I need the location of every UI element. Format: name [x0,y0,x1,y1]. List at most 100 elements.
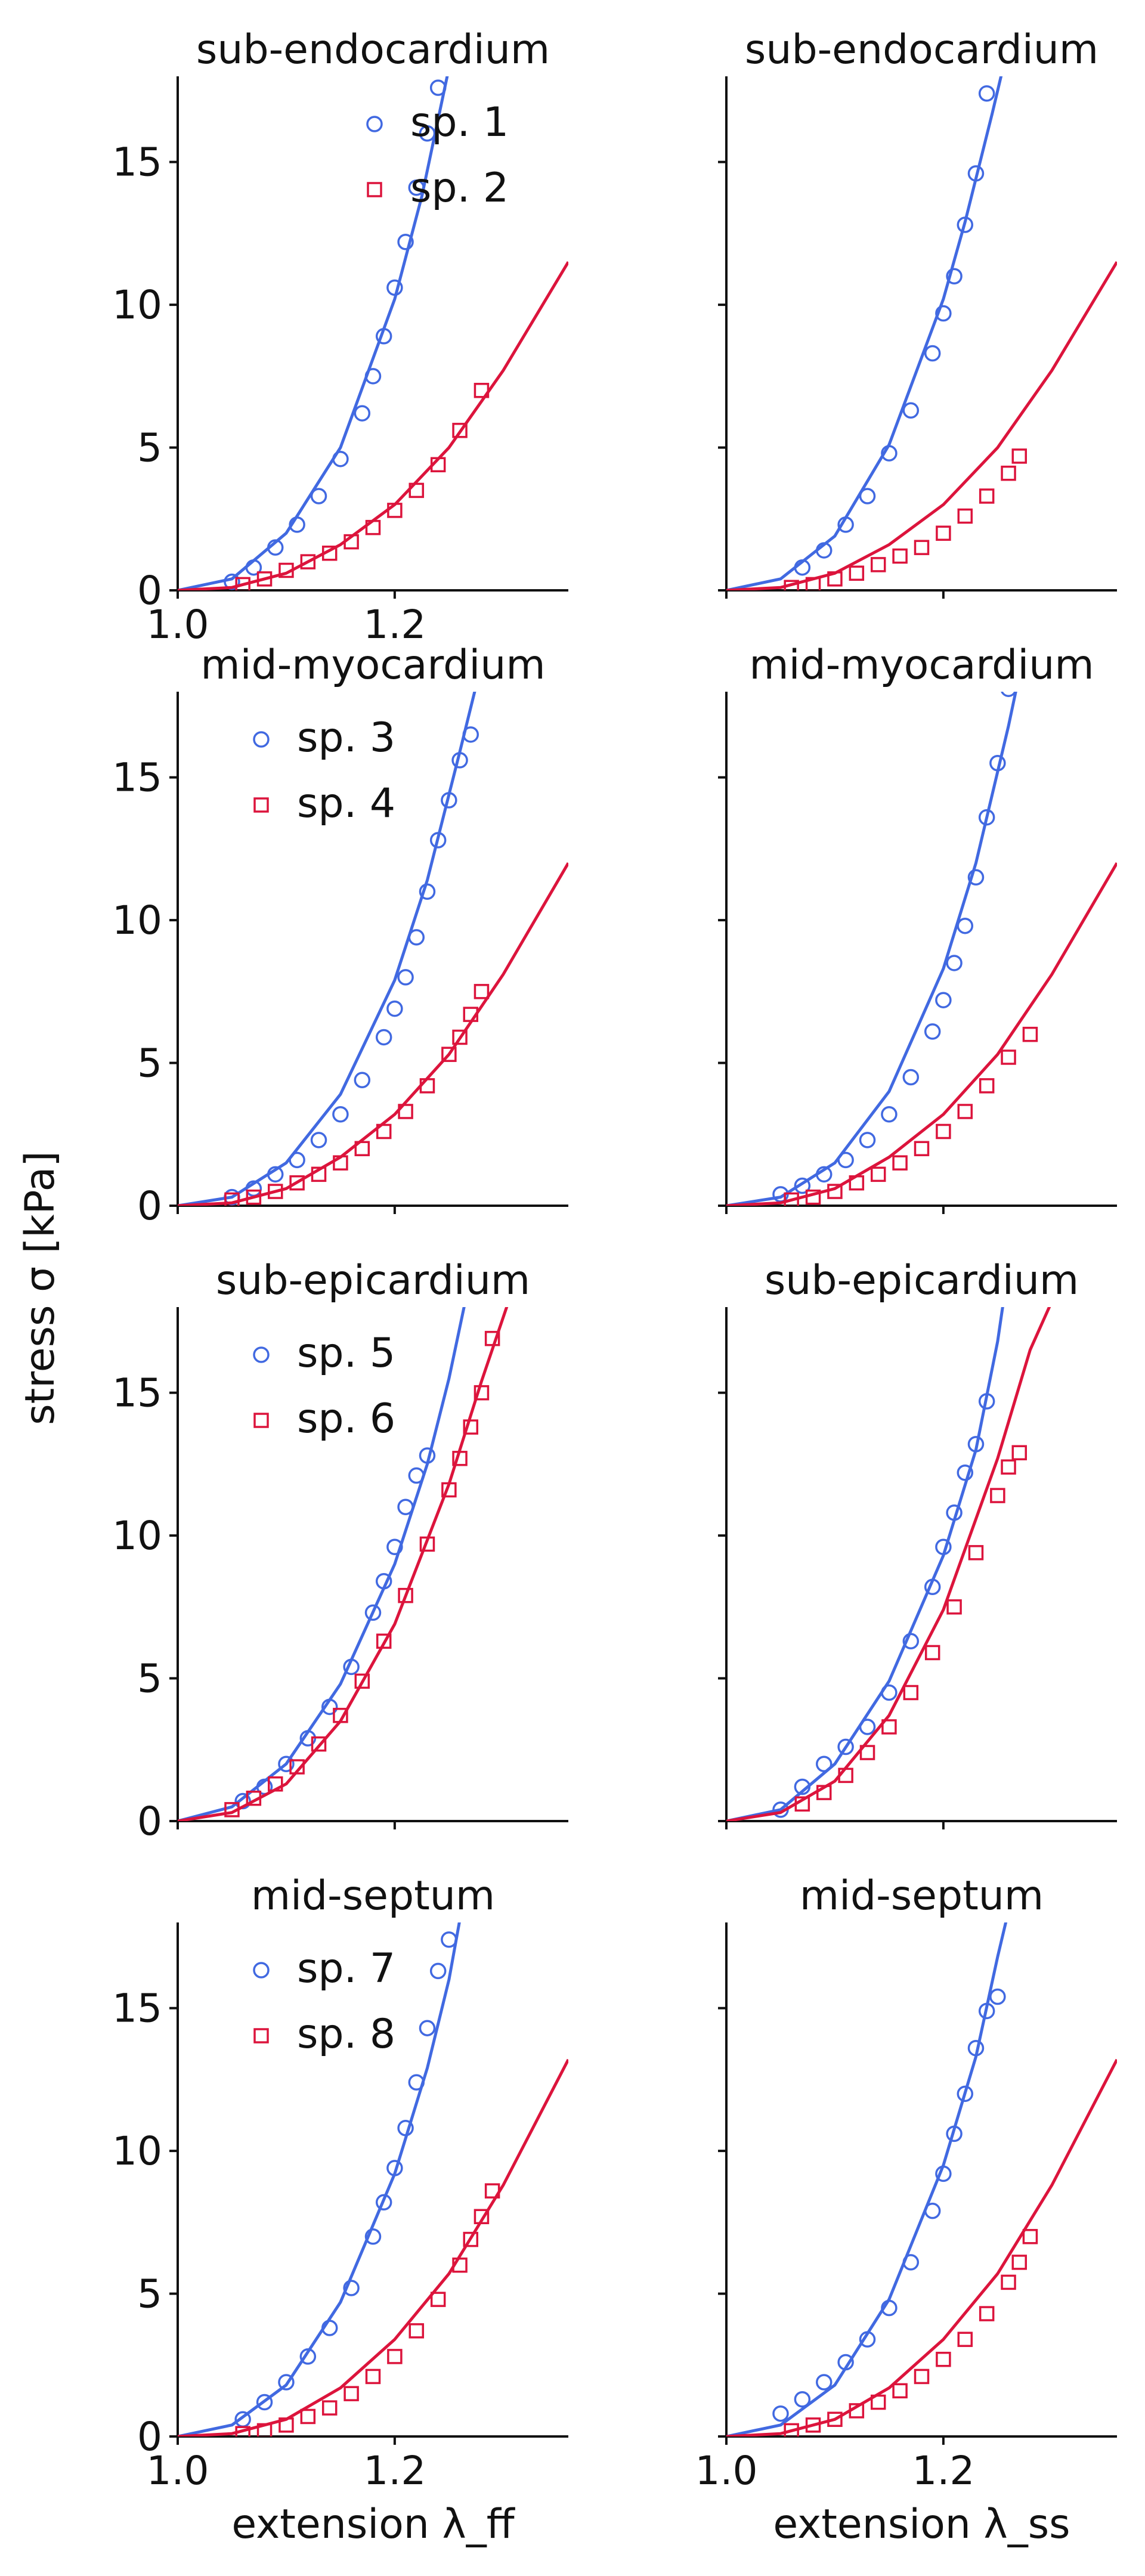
chart-panel-6: sub-epicardium [718,1257,1117,1829]
y-tick-label: 0 [137,1798,162,1844]
data-point-series-2 [979,2306,995,2321]
chart-panel-5: sub-epicardium 0 5 10 15 sp. 5 sp. 6 [112,1257,568,1844]
fit-line-series-1 [726,76,1003,590]
x-axis-label: extension λ_ss [773,2501,1070,2548]
data-point-series-2 [1001,1459,1016,1475]
data-point-series-2 [246,1189,262,1205]
data-point-series-2 [903,1685,919,1701]
data-point-series-2 [224,1802,240,1818]
y-tick-label: 5 [137,425,162,471]
data-point-series-2 [452,1029,468,1045]
data-point-series-1 [957,1465,974,1481]
fit-line-series-1 [726,692,1017,1206]
y-tick-label: 10 [112,2128,162,2174]
data-point-series-1 [289,516,305,533]
fit-line-series-2 [726,862,1117,1206]
data-point-series-2 [979,1078,995,1094]
data-point-series-1 [462,726,479,743]
data-point-series-1 [267,539,284,556]
y-tick-label: 5 [137,2271,162,2317]
data-point-series-2 [1011,448,1027,464]
data-point-series-1 [397,969,414,986]
data-point-series-2 [452,423,468,438]
data-point-series-1 [419,883,436,900]
data-point-series-1 [837,1151,854,1169]
legend-label-1: sp. 5 [297,1330,395,1377]
data-point-series-2 [805,577,821,590]
data-point-series-2 [278,562,294,578]
data-point-series-1 [429,832,447,849]
data-point-series-2 [838,1767,853,1784]
data-point-series-2 [333,1155,348,1171]
data-point-series-1 [935,2165,952,2182]
panel-title: mid-myocardium [200,642,545,689]
data-point-series-2 [376,1123,392,1140]
legend-marker-1 [253,1962,270,1979]
data-point-series-1 [935,1538,952,1556]
panel-title: sub-endocardium [745,26,1098,73]
data-point-series-1 [386,279,403,296]
data-point-series-1 [837,516,854,533]
data-point-series-2 [946,1599,962,1615]
data-point-series-1 [967,869,985,886]
data-point-series-1 [321,2320,338,2336]
panel-title: mid-septum [800,1872,1044,1919]
data-point-series-2 [387,2349,403,2364]
data-point-series-2 [474,2209,490,2225]
legend-label-1: sp. 1 [410,99,509,146]
data-point-series-1 [978,1393,995,1410]
data-point-series-1 [321,1698,338,1716]
data-point-series-2 [794,1796,810,1812]
legend-label-1: sp. 7 [297,1945,395,1992]
legend-marker-1 [253,731,270,748]
data-point-series-1 [794,559,811,576]
data-point-series-2 [311,1736,327,1752]
y-tick-label: 10 [112,1513,162,1559]
chart-panel-2: sub-endocardium [718,26,1117,599]
data-point-series-1 [859,1132,876,1148]
data-point-series-2 [990,1488,1005,1503]
data-point-series-1 [375,1029,392,1046]
data-point-series-2 [1011,1445,1027,1460]
legend-marker-1 [366,116,383,132]
fit-line-series-1 [178,1922,461,2436]
data-point-series-1 [245,559,262,576]
data-point-series-1 [859,1719,876,1735]
fit-line-series-1 [178,1307,466,1821]
data-point-series-1 [816,2374,833,2391]
legend-marker-1 [253,1346,270,1363]
fit-line-series-2 [726,261,1117,590]
data-point-series-1 [375,1572,392,1590]
panel-title: mid-septum [251,1872,495,1919]
data-point-series-2 [936,525,951,541]
data-point-series-2 [474,383,490,398]
data-point-series-2 [805,2417,821,2433]
data-point-series-2 [1011,2255,1027,2270]
data-point-series-2 [321,2400,338,2416]
data-point-series-2 [463,2231,478,2247]
data-point-series-2 [430,457,446,473]
plot-area [726,1922,1117,2436]
plot-area [726,76,1117,590]
y-tick-label: 0 [137,2414,162,2460]
y-tick-label: 15 [112,140,162,185]
data-point-series-1 [429,1962,447,1980]
data-point-series-1 [343,1658,360,1676]
data-point-series-2 [784,2423,799,2436]
data-point-series-2 [256,2423,273,2436]
data-point-series-2 [914,540,930,555]
data-point-series-1 [310,488,327,504]
data-point-series-2 [484,1330,500,1346]
data-point-series-1 [881,1684,898,1701]
data-point-series-1 [419,2020,436,2036]
data-point-series-2 [463,1419,478,1435]
data-point-series-2 [870,557,886,572]
data-point-series-1 [935,992,952,1008]
fit-line-series-1 [726,1922,1008,2436]
data-point-series-2 [936,1123,951,1140]
legend-label-2: sp. 8 [297,2011,395,2058]
data-point-series-1 [859,2331,876,2348]
data-point-series-1 [902,2254,920,2271]
data-point-series-2 [224,1192,240,1206]
